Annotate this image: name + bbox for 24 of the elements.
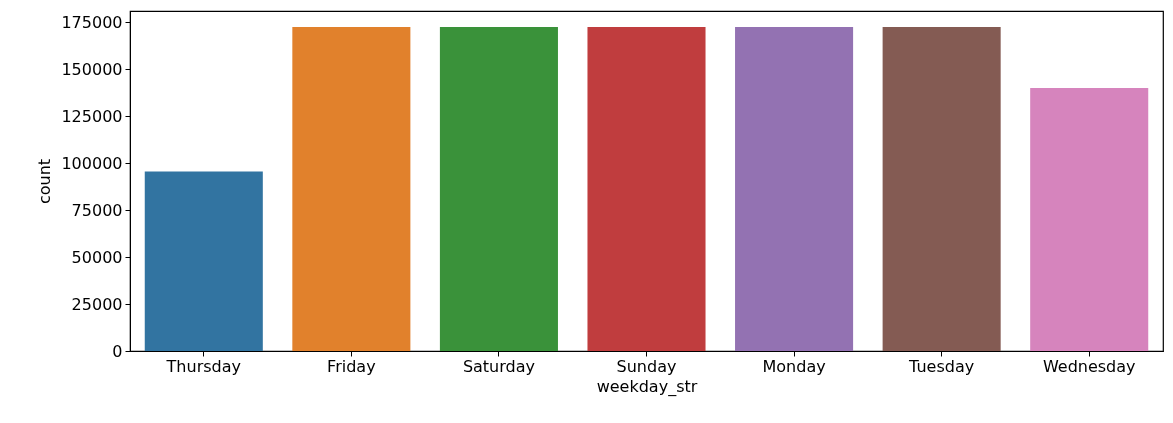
- y-tick-label: 175000: [61, 12, 123, 32]
- bar: [1030, 88, 1149, 351]
- bar: [587, 26, 706, 351]
- x-tick-label: Saturday: [462, 356, 535, 376]
- bar: [292, 26, 411, 351]
- y-tick-label: 0: [112, 341, 123, 361]
- y-tick-label: 25000: [71, 294, 123, 314]
- bar: [882, 26, 1001, 351]
- y-axis-title: count: [35, 158, 55, 205]
- x-tick-label: Tuesday: [908, 356, 975, 376]
- bar: [144, 171, 263, 351]
- x-tick-label: Sunday: [616, 356, 677, 376]
- x-axis-title: weekday_str: [596, 376, 698, 397]
- x-tick-label: Monday: [762, 356, 826, 376]
- x-tick-label: Thursday: [165, 356, 241, 376]
- x-tick-label: Wednesday: [1042, 356, 1136, 376]
- y-tick-label: 150000: [61, 59, 123, 79]
- y-tick-label: 50000: [71, 247, 123, 267]
- y-tick-label: 75000: [71, 200, 123, 220]
- y-tick-label: 125000: [61, 106, 123, 126]
- bar: [439, 26, 558, 351]
- bar: [735, 26, 854, 351]
- y-tick-label: 100000: [61, 153, 123, 173]
- x-tick-label: Friday: [327, 356, 376, 376]
